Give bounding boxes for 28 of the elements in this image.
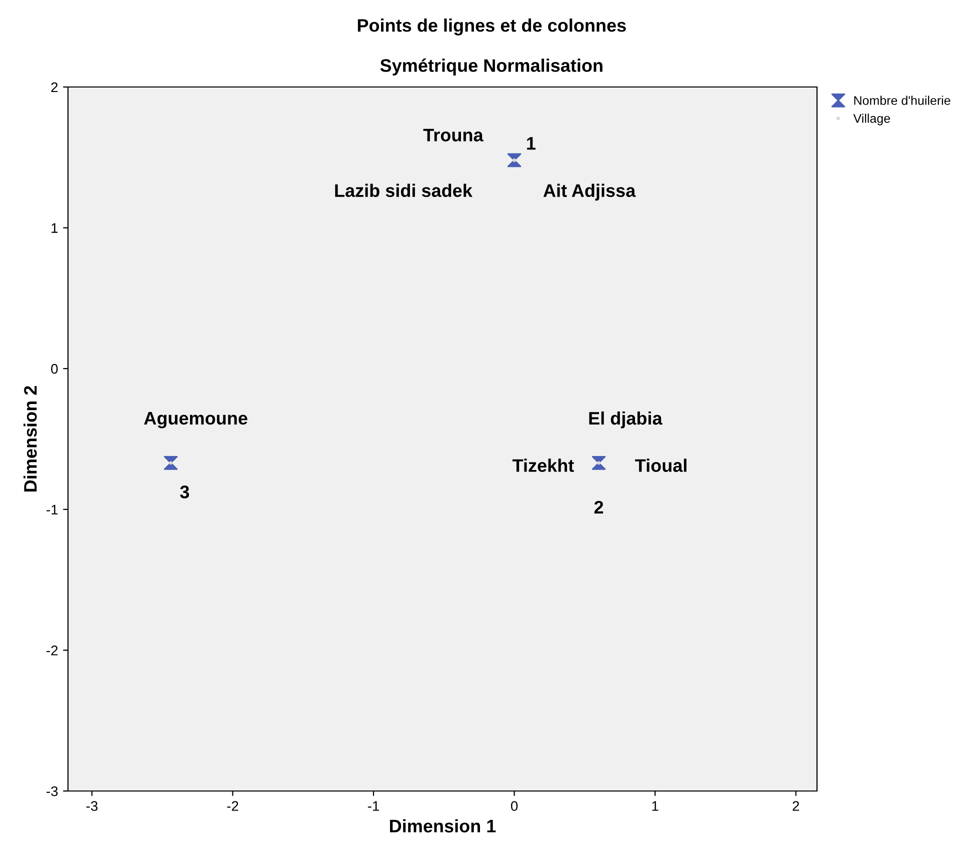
annotation: Lazib sidi sadek xyxy=(335,184,472,198)
x-tick-label: -2 xyxy=(227,801,238,811)
x-tick-label: -1 xyxy=(368,801,380,811)
x-tick-label: 0 xyxy=(510,801,518,811)
y-tick-label: 1 xyxy=(52,223,58,233)
x-tick-label: -3 xyxy=(86,801,98,811)
y-tick-label: 0 xyxy=(51,364,58,374)
annotation: El djabia xyxy=(589,411,662,428)
annotation: Tizekht xyxy=(512,458,574,472)
annotation: 1 xyxy=(527,137,536,150)
y-tick-label: 2 xyxy=(51,82,58,92)
annotation: Ait Adjissa xyxy=(543,184,636,201)
y-tick-label: -3 xyxy=(46,786,58,796)
legend-label: Village xyxy=(853,114,890,126)
legend-label: Nombre d'huilerie xyxy=(854,96,950,105)
annotation: Aguemoune xyxy=(144,412,248,428)
annotation: Tioual xyxy=(635,458,686,472)
annotation: Trouna xyxy=(423,128,484,142)
x-axis-title: Dimension 1 xyxy=(390,819,496,832)
annotation: 3 xyxy=(180,486,190,498)
annotation: 2 xyxy=(594,500,604,514)
y-tick-label: -2 xyxy=(46,646,58,656)
y-axis-title: Dimension 2 xyxy=(24,386,37,492)
x-tick-label: 1 xyxy=(652,801,658,811)
y-tick-label: -1 xyxy=(46,504,58,514)
chart-subtitle: Symétrique Normalisation xyxy=(380,58,602,76)
chart-title: Points de lignes et de colonnes xyxy=(358,18,626,36)
x-tick-label: 2 xyxy=(792,801,800,811)
